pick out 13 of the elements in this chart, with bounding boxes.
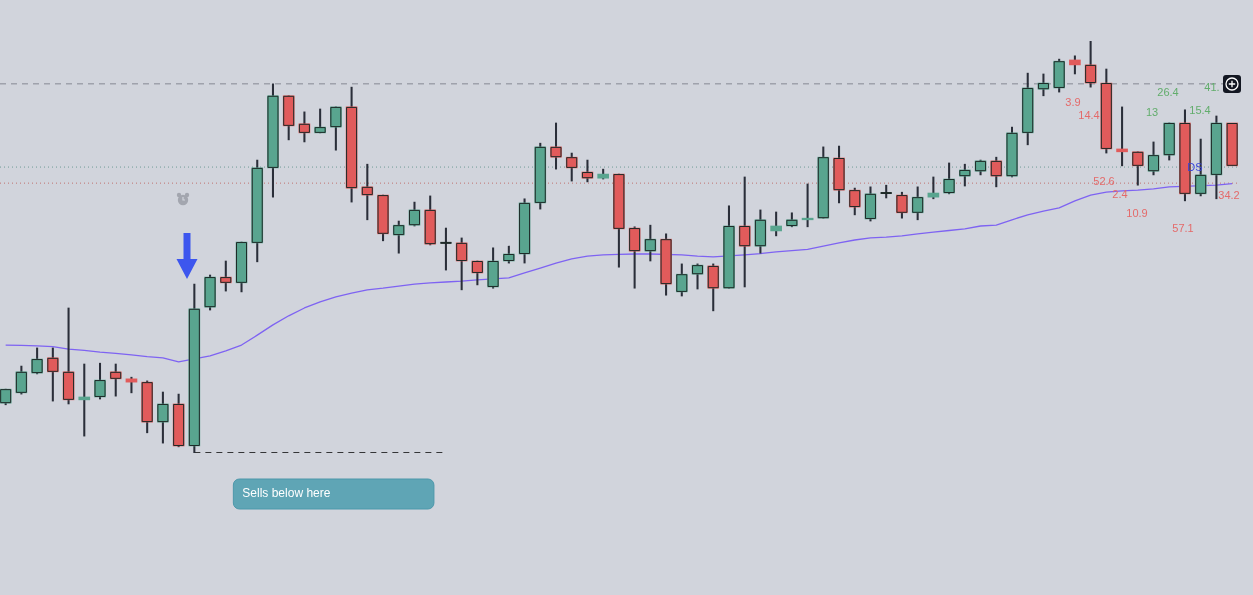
annotation: 3.9 <box>1065 96 1081 109</box>
candlestick <box>1226 122 1238 167</box>
annotation: 14.4 <box>1078 109 1100 122</box>
text: Sells below here <box>242 486 331 501</box>
annotation: 34.2 <box>1218 189 1240 202</box>
annotation: 41. <box>1204 81 1220 94</box>
annotation: 2.4 <box>1112 188 1128 201</box>
annotation: 52.6 <box>1093 175 1115 188</box>
annotation: 13 <box>1145 106 1159 119</box>
annotation: 57.1 <box>1172 222 1194 235</box>
annotation: 10.9 <box>1126 207 1148 220</box>
annotation: 26.4 <box>1157 86 1179 99</box>
annotation: 15.4 <box>1189 104 1211 117</box>
